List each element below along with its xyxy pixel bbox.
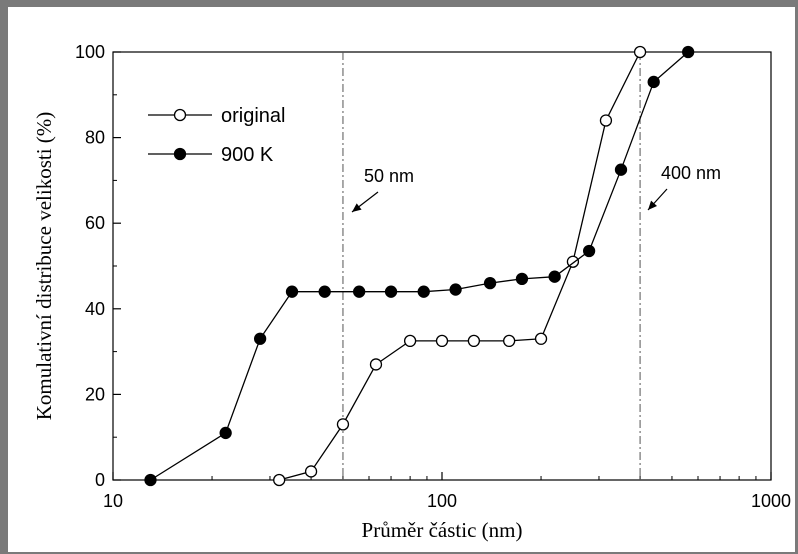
marker-original — [633, 45, 647, 59]
marker-900k — [682, 45, 695, 59]
annotation-arrowhead — [648, 200, 658, 210]
legend-label: 900 K — [221, 144, 274, 166]
x-tick-label: 100 — [427, 491, 457, 511]
marker-900k — [285, 285, 299, 298]
marker-900k — [548, 270, 561, 283]
legend-label: original — [221, 105, 285, 127]
marker-original — [435, 334, 449, 348]
marker-original — [599, 114, 613, 127]
y-tick-label: 20 — [85, 384, 105, 404]
y-tick-label: 60 — [85, 213, 105, 233]
marker-900k — [582, 244, 596, 258]
marker-original — [467, 334, 481, 348]
y-tick-label: 80 — [85, 128, 105, 148]
annotation-label: 50 nm — [364, 166, 414, 186]
marker-original — [273, 473, 286, 487]
marker-900k — [353, 285, 366, 298]
marker-900k — [253, 332, 267, 345]
marker-900k — [449, 283, 462, 296]
series-line-2 — [150, 51, 689, 481]
y-tick-label: 100 — [75, 42, 105, 62]
x-tick-label: 1000 — [751, 491, 791, 511]
marker-original — [403, 334, 417, 348]
marker-900k — [515, 272, 529, 285]
marker-900k — [417, 285, 430, 298]
y-tick-label: 0 — [95, 470, 105, 490]
marker-original — [503, 334, 516, 348]
legend-marker — [173, 147, 187, 161]
legend-marker — [173, 108, 187, 122]
x-tick-label: 10 — [103, 491, 123, 511]
marker-original — [304, 465, 318, 478]
series-line-1 — [279, 51, 641, 481]
marker-900k — [483, 276, 497, 290]
marker-900k — [614, 163, 628, 176]
x-axis-title: Průměr částic (nm) — [362, 518, 523, 542]
marker-900k — [384, 285, 398, 298]
marker-900k — [318, 285, 331, 298]
marker-original — [369, 358, 383, 371]
marker-original — [336, 418, 350, 431]
plot-area — [112, 51, 772, 481]
marker-900k — [219, 426, 232, 440]
y-tick-label: 40 — [85, 299, 105, 319]
marker-900k — [647, 75, 660, 89]
y-axis-title: Komulativní distribuce velikosti (%) — [32, 112, 56, 421]
annotation-label: 400 nm — [661, 163, 721, 183]
annotation-arrowhead — [352, 203, 362, 212]
marker-original — [534, 332, 548, 345]
marker-900k — [144, 473, 157, 487]
